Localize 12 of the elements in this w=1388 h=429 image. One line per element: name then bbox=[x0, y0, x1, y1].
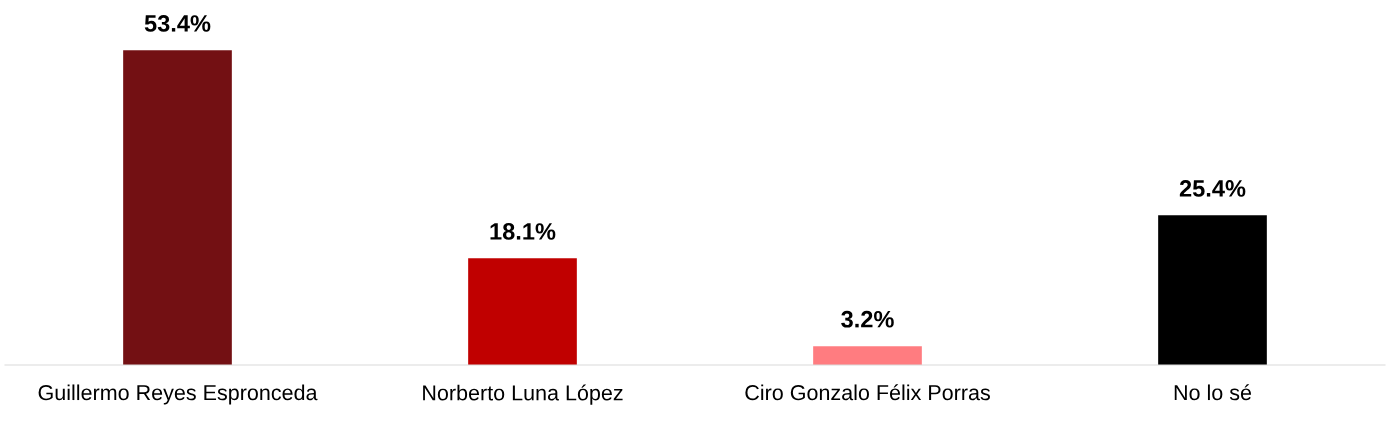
data-label: 25.4% bbox=[1179, 180, 1246, 197]
data-label: 3.2% bbox=[841, 310, 894, 328]
bar bbox=[123, 50, 232, 365]
data-label: 53.4% bbox=[144, 15, 211, 32]
data-label: 18.1% bbox=[490, 223, 556, 240]
x-tick-label: Norberto Luna López bbox=[423, 384, 623, 405]
x-tick-label: Guillermo Reyes Espronceda bbox=[38, 384, 318, 405]
x-tick-label: Ciro Gonzalo Félix Porras bbox=[745, 384, 990, 401]
bar bbox=[1158, 215, 1267, 365]
bar bbox=[813, 346, 922, 365]
x-tick-label: No lo sé bbox=[1174, 384, 1252, 401]
bar bbox=[468, 258, 577, 365]
